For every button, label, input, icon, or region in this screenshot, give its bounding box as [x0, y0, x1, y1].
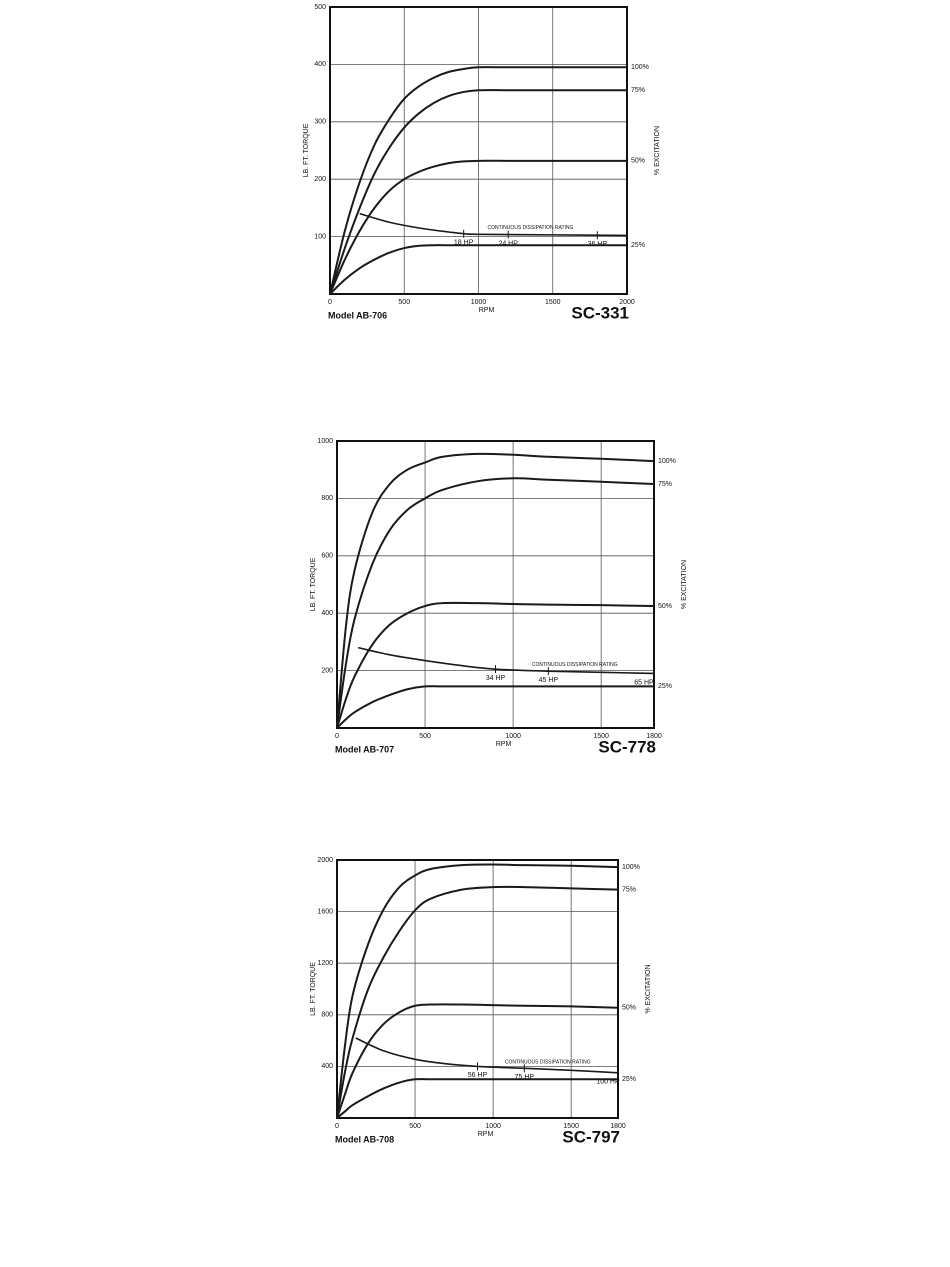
torque-curve [336, 1003, 619, 1119]
torque-curve [336, 452, 655, 729]
x-tick-label: 500 [409, 1123, 421, 1130]
hp-label: 18 HP [454, 240, 474, 247]
model-label: Model AB-706 [328, 310, 387, 320]
dissipation-line [359, 212, 628, 237]
chart-code: SC-778 [598, 737, 656, 756]
x-tick-label: 1500 [593, 733, 609, 740]
series-label: 50% [622, 1005, 636, 1012]
series-label: 75% [622, 887, 636, 894]
plot-frame [336, 859, 619, 1119]
hp-label: 24 HP [498, 240, 518, 247]
y-tick-label: 600 [321, 553, 333, 560]
series-label: 100% [658, 458, 676, 465]
torque-curve [329, 66, 627, 295]
series-label: 100% [631, 64, 649, 71]
y2-axis-label: % EXCITATION [654, 126, 661, 175]
hp-label: 45 HP [539, 677, 559, 684]
plot-frame [336, 440, 655, 729]
y-tick-label: 1000 [317, 438, 333, 445]
x-tick-label: 0 [335, 1123, 339, 1130]
series-label: 25% [622, 1076, 636, 1083]
y-tick-label: 800 [321, 1012, 333, 1019]
torque-curve [336, 863, 619, 1119]
series-label: 50% [658, 603, 672, 610]
y-tick-label: 400 [314, 61, 326, 68]
x-axis-label: RPM [479, 307, 495, 314]
series-label: 75% [631, 87, 645, 94]
x-tick-label: 2000 [619, 299, 635, 306]
torque-curve [329, 89, 627, 295]
x-tick-label: 1000 [485, 1123, 501, 1130]
torque-curve [336, 885, 619, 1119]
dissipation-label: CONTINUOUS DISSIPATION RATING [488, 225, 574, 231]
x-axis-label: RPM [478, 1131, 494, 1138]
series-label: 50% [631, 158, 645, 165]
y-axis-label: LB. FT. TORQUE [310, 962, 317, 1016]
torque-curve [336, 685, 654, 729]
chart-code: SC-797 [562, 1127, 620, 1146]
hp-label: 34 HP [486, 675, 506, 682]
y-tick-label: 800 [321, 495, 333, 502]
torque-curve [329, 244, 627, 295]
hp-label: 75 HP [515, 1074, 535, 1081]
y2-axis-label: % EXCITATION [645, 964, 652, 1013]
y-axis-label: LB. FT. TORQUE [303, 123, 310, 177]
x-tick-label: 1000 [471, 299, 487, 306]
y-axis-label: LB. FT. TORQUE [310, 557, 317, 611]
hp-label: 100 HP [596, 1079, 620, 1086]
y-tick-label: 500 [314, 4, 326, 11]
hp-label: 56 HP [468, 1072, 488, 1079]
x-tick-label: 1500 [563, 1123, 579, 1130]
y-tick-label: 1600 [317, 908, 333, 915]
x-tick-label: 1800 [610, 1123, 626, 1130]
torque-curve [336, 477, 655, 729]
y-tick-label: 200 [314, 176, 326, 183]
torque-curve [329, 159, 627, 295]
x-tick-label: 1000 [505, 733, 521, 740]
x-axis-label: RPM [496, 741, 512, 748]
y-tick-label: 2000 [317, 857, 333, 864]
y-tick-label: 100 [314, 233, 326, 240]
dissipation-label: CONTINUOUS DISSIPATION RATING [532, 662, 618, 668]
y-tick-label: 200 [321, 667, 333, 674]
hp-label: 65 HP [634, 679, 654, 686]
y-tick-label: 300 [314, 119, 326, 126]
series-label: 100% [622, 864, 640, 871]
plot-frame [329, 6, 628, 295]
torque-curve [336, 1078, 618, 1119]
hp-label: 36 HP [588, 241, 608, 248]
y-tick-label: 1200 [317, 960, 333, 967]
model-label: Model AB-708 [335, 1134, 394, 1144]
x-tick-label: 1500 [545, 299, 561, 306]
series-label: 75% [658, 481, 672, 488]
dissipation-line [355, 1037, 619, 1074]
torque-curve [336, 601, 655, 729]
x-tick-label: 0 [335, 733, 339, 740]
model-label: Model AB-707 [335, 744, 394, 754]
series-label: 25% [631, 242, 645, 249]
series-label: 25% [658, 683, 672, 690]
y-tick-label: 400 [321, 1063, 333, 1070]
chart-code: SC-331 [571, 303, 629, 322]
x-tick-label: 0 [328, 299, 332, 306]
x-tick-label: 500 [419, 733, 431, 740]
dissipation-line [357, 646, 655, 675]
dissipation-label: CONTINUOUS DISSIPATION RATING [505, 1060, 591, 1066]
x-tick-label: 1800 [646, 733, 662, 740]
y2-axis-label: % EXCITATION [681, 560, 688, 609]
x-tick-label: 500 [398, 299, 410, 306]
y-tick-label: 400 [321, 610, 333, 617]
